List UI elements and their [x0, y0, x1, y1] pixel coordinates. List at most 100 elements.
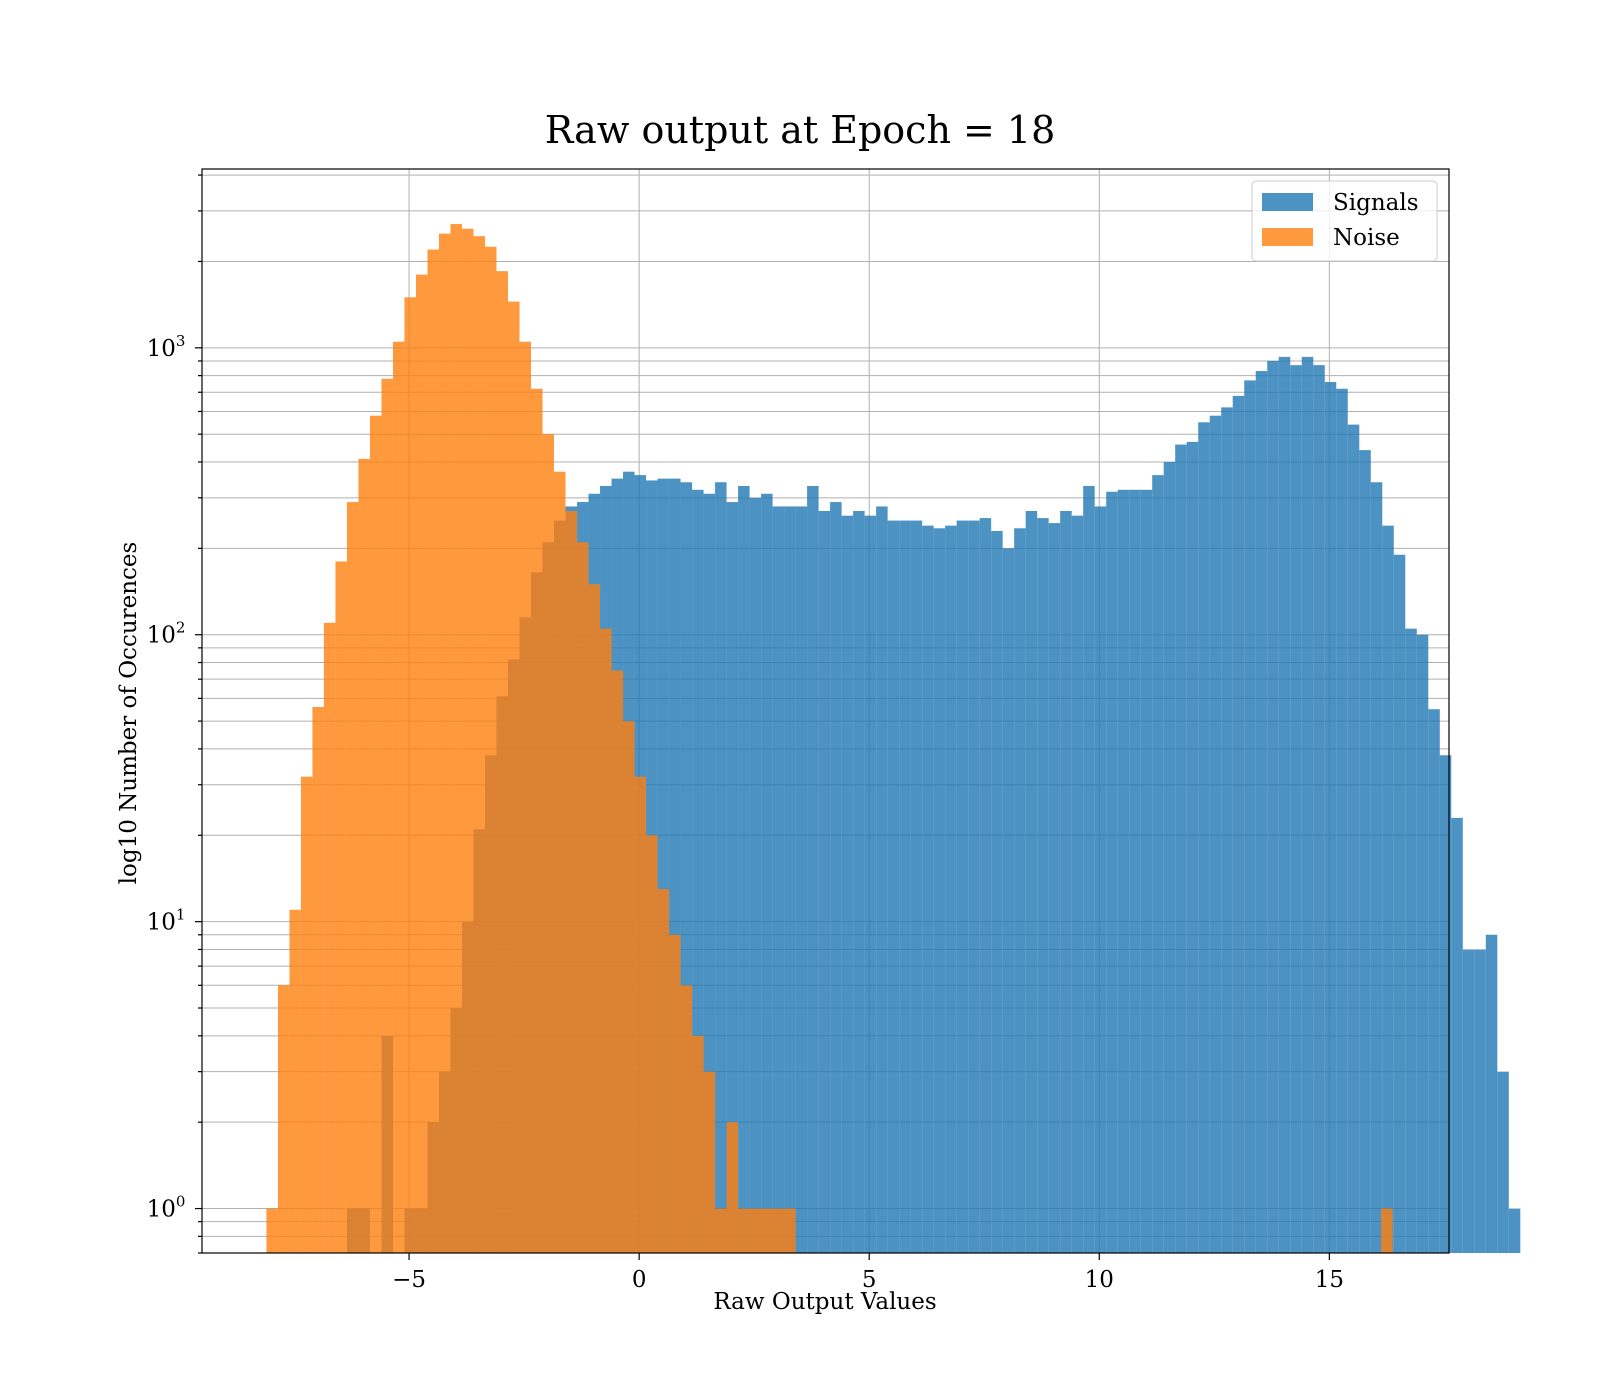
- legend-label-signals: Signals: [1333, 190, 1419, 216]
- signals-bar: [991, 530, 1003, 1253]
- signals-bar: [692, 489, 704, 1254]
- x-axis-label: Raw Output Values: [713, 1289, 936, 1315]
- signals-bar: [887, 520, 900, 1253]
- signals-bar: [1451, 817, 1463, 1253]
- y-tick-exponent: 3: [176, 332, 186, 350]
- signals-bar: [1025, 510, 1038, 1253]
- noise-bar: [427, 249, 439, 1253]
- noise-bar: [266, 1208, 278, 1253]
- signals-bar: [1370, 482, 1383, 1253]
- x-tick-label: 15: [1315, 1267, 1344, 1293]
- noise-bar: [531, 388, 543, 1253]
- signals-bar: [772, 506, 785, 1253]
- signals-bar: [1244, 380, 1256, 1253]
- signals-bar: [922, 525, 934, 1253]
- noise-bar: [646, 835, 658, 1253]
- noise-bar: [473, 236, 485, 1253]
- signals-bar: [1428, 709, 1440, 1253]
- noise-bar: [611, 670, 624, 1253]
- y-tick-label: 103: [147, 332, 186, 362]
- noise-bar: [450, 224, 462, 1253]
- signals-bar: [1060, 510, 1072, 1253]
- noise-bar: [404, 297, 416, 1253]
- signals-bar: [1221, 407, 1233, 1254]
- noise-bar: [323, 622, 336, 1253]
- noise-bar: [657, 888, 670, 1253]
- noise-bar: [715, 1208, 727, 1253]
- legend: Signals Noise: [1251, 180, 1438, 262]
- y-axis-label: log10 Number of Occurences: [116, 542, 142, 885]
- signals-bar: [864, 515, 877, 1253]
- signals-bar: [761, 493, 773, 1253]
- noise-bar: [761, 1208, 773, 1253]
- noise-bar: [634, 776, 647, 1253]
- x-tick-label: 10: [1085, 1267, 1114, 1293]
- signals-bar: [899, 520, 911, 1253]
- signals-bar: [1198, 422, 1210, 1253]
- signals-bar: [1002, 548, 1015, 1253]
- noise-bar: [289, 909, 301, 1253]
- signals-bar: [1462, 949, 1475, 1253]
- signals-bar: [1439, 755, 1452, 1253]
- signals-bar: [1405, 628, 1417, 1253]
- x-tick-label: −5: [392, 1267, 426, 1293]
- noise-bar: [392, 341, 405, 1253]
- signals-bar: [1117, 489, 1130, 1254]
- y-tick-label: 100: [147, 1193, 186, 1223]
- signals-bar: [749, 497, 762, 1253]
- noise-bar: [692, 1035, 704, 1253]
- signals-bar: [1359, 450, 1371, 1253]
- signals-bar: [1278, 356, 1291, 1253]
- signals-bar: [853, 510, 865, 1253]
- signals-bar: [1152, 475, 1164, 1253]
- signals-bar: [738, 485, 750, 1253]
- signals-bar: [657, 478, 670, 1253]
- noise-bar: [369, 415, 382, 1254]
- signals-bar: [1083, 485, 1095, 1253]
- legend-swatch-signals: [1262, 193, 1313, 211]
- x-tick-label: 0: [632, 1267, 647, 1293]
- signals-bar: [1140, 489, 1153, 1254]
- legend-swatch-noise: [1262, 228, 1313, 246]
- noise-bar: [738, 1208, 750, 1253]
- signals-bar: [818, 510, 831, 1253]
- y-tick-label: 101: [147, 906, 186, 936]
- signals-bar: [1301, 356, 1314, 1253]
- y-tick-exponent: 0: [176, 1193, 186, 1211]
- signals-bar: [1416, 634, 1429, 1253]
- noise-bar: [438, 233, 451, 1254]
- signals-bar: [1474, 949, 1486, 1253]
- signals-bar: [1313, 365, 1325, 1253]
- noise-bar: [358, 458, 370, 1253]
- y-tick-exponent: 2: [176, 619, 186, 637]
- noise-bar: [312, 706, 324, 1253]
- signals-bar: [1163, 461, 1176, 1253]
- noise-bar: [600, 628, 612, 1253]
- signals-bar: [669, 478, 681, 1253]
- signals-bar: [1336, 388, 1348, 1253]
- signals-bar: [1324, 382, 1337, 1254]
- signals-bar: [1071, 515, 1084, 1253]
- noise-bar: [507, 301, 520, 1253]
- signals-bar: [1290, 365, 1302, 1253]
- noise-bar: [703, 1071, 716, 1253]
- y-tick-label: 102: [147, 619, 186, 649]
- noise-bar: [346, 502, 359, 1253]
- signals-bar: [1255, 371, 1268, 1253]
- noise-bar: [415, 274, 428, 1253]
- noise-bar: [749, 1208, 762, 1253]
- noise-bar: [277, 985, 290, 1253]
- signals-bar: [1497, 1071, 1509, 1253]
- signals-bar: [784, 506, 796, 1253]
- signals-bar: [956, 520, 969, 1253]
- noise-bar: [623, 721, 635, 1253]
- noise-bar: [565, 510, 578, 1253]
- histogram-bars: [266, 224, 1521, 1254]
- signals-bar: [1393, 554, 1406, 1253]
- signals-bar: [1267, 360, 1279, 1253]
- noise-bar: [300, 776, 313, 1253]
- noise-bar: [669, 934, 681, 1253]
- signals-bar: [726, 502, 739, 1253]
- signals-bar: [1129, 489, 1141, 1254]
